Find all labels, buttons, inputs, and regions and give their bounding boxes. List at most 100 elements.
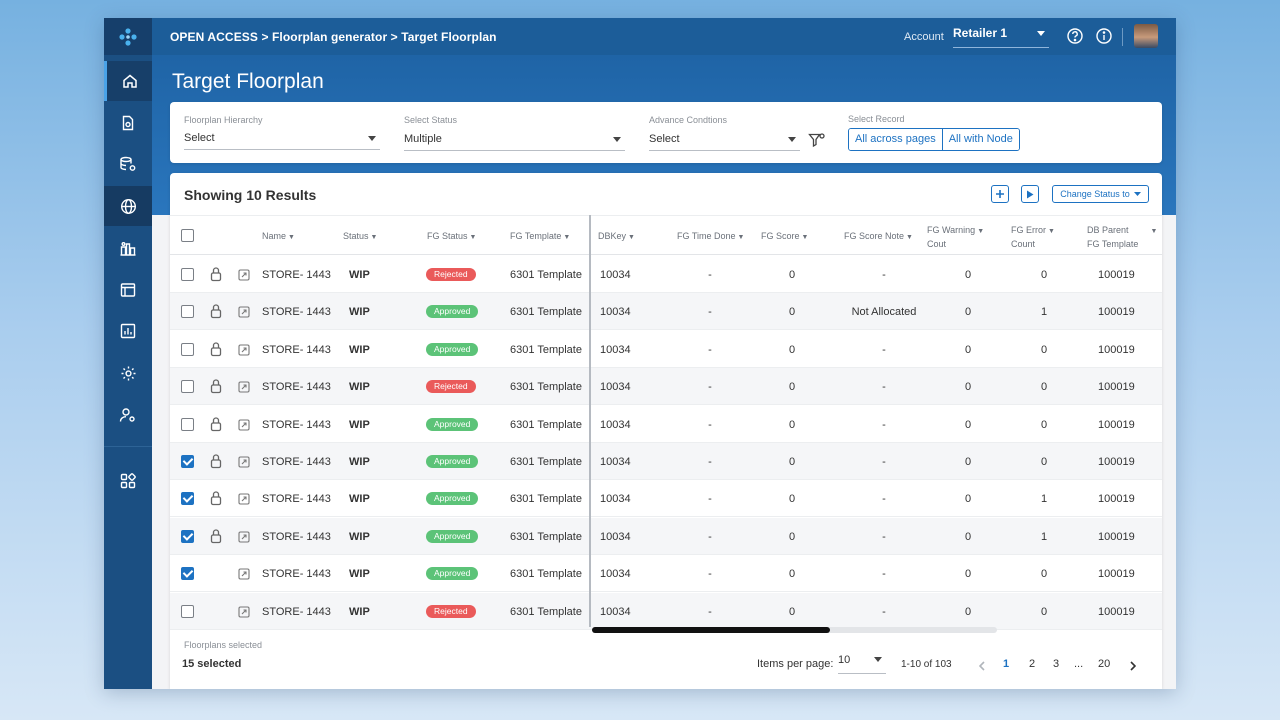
row-dbkey: 10034 <box>600 493 631 506</box>
sidebar-item-store[interactable] <box>104 228 152 268</box>
row-dbkey: 10034 <box>600 381 631 394</box>
next-page-icon[interactable] <box>1130 661 1136 671</box>
all-across-pages-button[interactable]: All across pages <box>849 129 942 150</box>
header-fg-score-note[interactable]: FG Score Note ▼ <box>844 231 913 241</box>
sidebar-item-reports[interactable] <box>104 311 152 351</box>
table-row[interactable]: STORE- 1443 WIP Approved 6301 Template 10034… <box>170 293 1162 331</box>
status-label: Select Status <box>404 115 458 125</box>
advance-select[interactable]: Select <box>649 133 800 151</box>
row-checkbox[interactable] <box>181 417 194 431</box>
sidebar-item-users[interactable] <box>104 395 152 435</box>
app-logo[interactable] <box>104 18 152 55</box>
open-floorplan-icon[interactable] <box>238 456 250 468</box>
open-floorplan-icon[interactable] <box>238 606 250 618</box>
filter-settings-icon[interactable] <box>808 132 826 148</box>
row-checkbox[interactable] <box>181 268 194 281</box>
fg-status-badge: Approved <box>426 492 479 506</box>
table-row[interactable]: STORE- 1443 WIP Approved 6301 Template 10034… <box>170 331 1162 368</box>
add-button[interactable] <box>991 185 1009 203</box>
header-fg-time-done[interactable]: FG Time Done ▼ <box>677 231 745 241</box>
sidebar-item-apps[interactable] <box>104 461 152 501</box>
open-floorplan-icon[interactable] <box>238 381 250 393</box>
sidebar <box>104 18 152 689</box>
all-with-node-button[interactable]: All with Node <box>941 129 1019 150</box>
change-status-button[interactable]: Change Status to <box>1052 185 1149 203</box>
header-fg-warning[interactable]: FG Warning ▼ Cout <box>927 225 985 249</box>
sidebar-item-layout[interactable] <box>104 270 152 310</box>
page-title: Target Floorplan <box>172 70 324 93</box>
sidebar-item-documents[interactable] <box>104 103 152 143</box>
header-dbkey[interactable]: DBKey ▼ <box>598 231 635 241</box>
row-checkbox[interactable] <box>181 529 194 543</box>
items-per-page-select[interactable]: 10 <box>838 654 886 674</box>
page-20[interactable]: 20 <box>1098 658 1111 670</box>
row-status: WIP <box>349 568 370 581</box>
header-fg-error[interactable]: FG Error ▼ Count <box>1011 225 1055 249</box>
row-checkbox[interactable] <box>181 342 194 356</box>
prev-page-icon[interactable] <box>979 661 985 671</box>
open-floorplan-icon[interactable] <box>238 493 250 505</box>
open-floorplan-icon[interactable] <box>238 306 250 318</box>
open-floorplan-icon[interactable] <box>238 531 250 543</box>
info-icon[interactable] <box>1095 27 1113 45</box>
row-status: WIP <box>349 530 370 543</box>
header-fg-template[interactable]: FG Template ▼ <box>510 231 571 241</box>
row-checkbox[interactable] <box>181 492 194 506</box>
table-row[interactable]: STORE- 1443 WIP Approved 6301 Template 10034… <box>170 480 1162 518</box>
header-fg-status-label: FG Status <box>427 231 468 241</box>
row-checkbox[interactable] <box>181 455 194 468</box>
header-db-parent[interactable]: DB Parent ▼ FG Template <box>1087 225 1158 249</box>
table-row[interactable]: STORE- 1443 WIP Approved 6301 Template 10034… <box>170 555 1162 593</box>
table-row[interactable]: STORE- 1443 WIP Approved 6301 Template 10034… <box>170 517 1162 555</box>
row-db-parent: 100019 <box>1098 343 1135 356</box>
sidebar-item-globe[interactable] <box>104 186 152 226</box>
header-fg-status[interactable]: FG Status ▼ <box>427 231 477 241</box>
status-select[interactable]: Multiple <box>404 133 625 151</box>
row-name: STORE- 1443 <box>262 418 331 431</box>
table-row[interactable]: STORE- 1443 WIP Rejected 6301 Template 10034… <box>170 592 1162 630</box>
table-row[interactable]: STORE- 1443 WIP Approved 6301 Template 10034… <box>170 443 1162 480</box>
row-score: 0 <box>788 493 796 506</box>
sidebar-item-settings[interactable] <box>104 353 152 393</box>
horizontal-scrollbar[interactable] <box>592 627 997 633</box>
frozen-column-divider[interactable] <box>589 215 591 627</box>
header-fg-score-note-label: FG Score Note <box>844 231 905 241</box>
hierarchy-select[interactable]: Select <box>184 132 380 150</box>
row-score: 0 <box>788 530 796 543</box>
open-floorplan-icon[interactable] <box>238 419 250 431</box>
table-row[interactable]: STORE- 1443 WIP Rejected 6301 Template 10034… <box>170 256 1162 293</box>
open-floorplan-icon[interactable] <box>238 568 250 580</box>
open-floorplan-icon[interactable] <box>238 269 250 281</box>
sidebar-item-home[interactable] <box>104 61 152 101</box>
caret-down-icon <box>788 137 796 142</box>
row-time-done: - <box>708 456 712 468</box>
sidebar-item-database[interactable] <box>104 144 152 184</box>
avatar[interactable] <box>1134 24 1158 48</box>
table-row[interactable]: STORE- 1443 WIP Approved 6301 Template 10034… <box>170 406 1162 443</box>
row-checkbox[interactable] <box>181 567 194 581</box>
row-checkbox[interactable] <box>181 380 194 394</box>
row-db-parent: 100019 <box>1098 530 1135 543</box>
row-status: WIP <box>349 269 370 281</box>
open-floorplan-icon[interactable] <box>238 344 250 356</box>
help-icon[interactable] <box>1066 27 1084 45</box>
select-all-checkbox[interactable] <box>181 229 194 242</box>
fg-status-badge: Rejected <box>426 604 476 618</box>
row-error-count: 0 <box>1040 418 1048 431</box>
account-select[interactable]: Retailer 1 <box>953 26 1049 48</box>
scrollbar-thumb[interactable] <box>592 627 830 633</box>
row-checkbox[interactable] <box>181 305 194 319</box>
header-status[interactable]: Status ▼ <box>343 231 378 241</box>
page-3[interactable]: 3 <box>1053 658 1060 670</box>
fg-status-badge: Approved <box>426 567 479 581</box>
header-fg-score[interactable]: FG Score ▼ <box>761 231 809 241</box>
page-1[interactable]: 1 <box>1003 658 1010 670</box>
fg-status-badge: Approved <box>426 305 479 319</box>
row-checkbox[interactable] <box>181 604 194 618</box>
table-row[interactable]: STORE- 1443 WIP Rejected 6301 Template 10034… <box>170 368 1162 406</box>
row-status: WIP <box>349 418 370 431</box>
page-2[interactable]: 2 <box>1029 658 1036 670</box>
run-button[interactable] <box>1021 185 1039 203</box>
header-name[interactable]: Name ▼ <box>262 231 295 241</box>
row-status: WIP <box>349 343 370 356</box>
